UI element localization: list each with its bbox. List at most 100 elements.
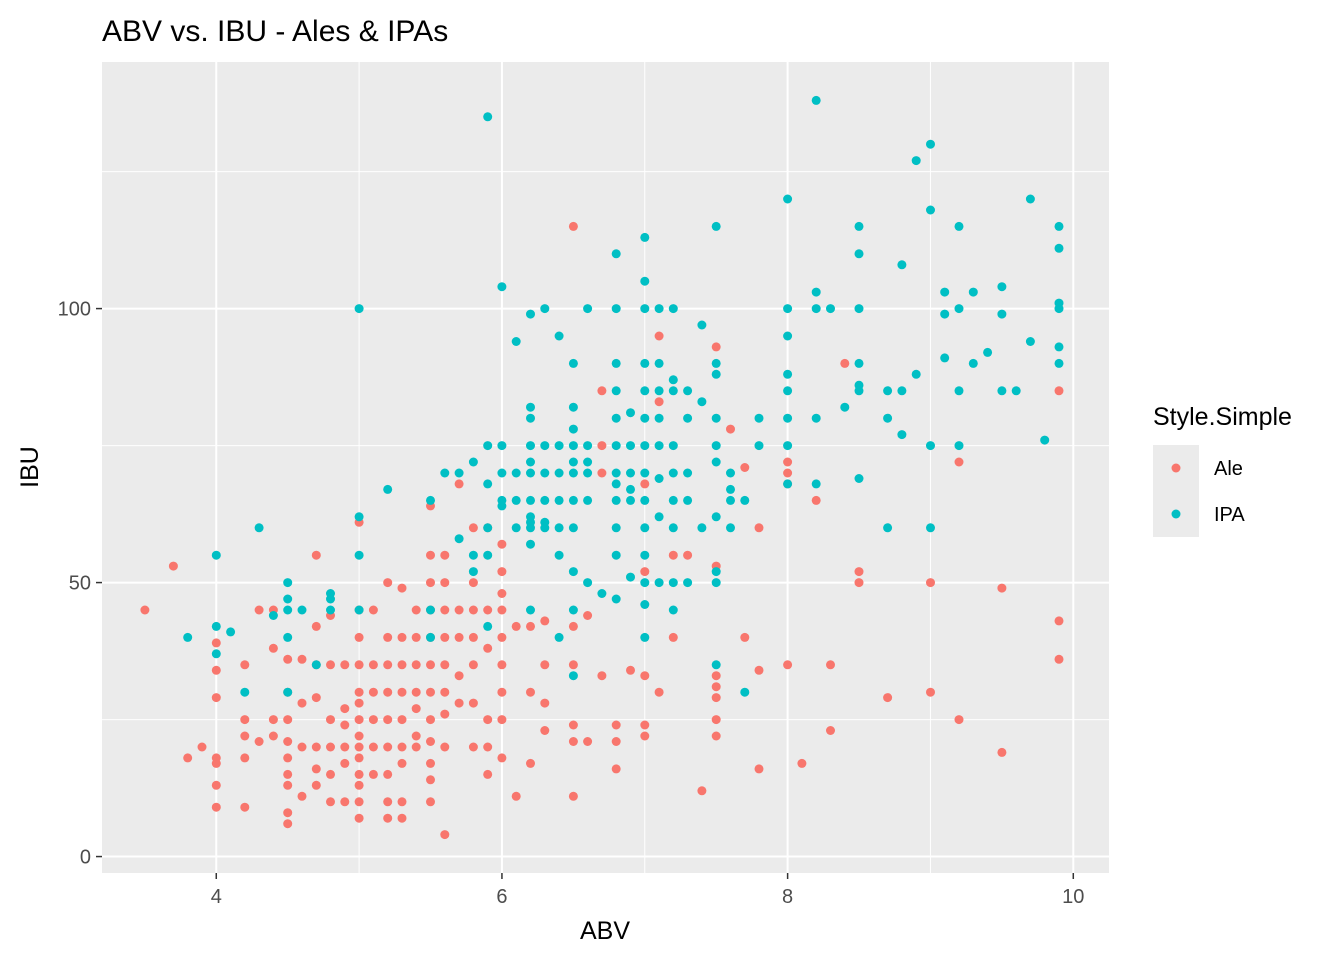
data-point-ipa <box>754 441 764 451</box>
data-point-ipa <box>526 457 535 467</box>
data-point-ale <box>640 567 650 577</box>
data-point-ipa <box>854 304 864 314</box>
data-point-ale <box>440 742 450 752</box>
data-point-ale <box>426 758 435 768</box>
data-point-ipa <box>640 413 650 423</box>
data-point-ipa <box>583 495 593 505</box>
data-point-ale <box>711 682 721 692</box>
data-point-ale <box>568 221 578 231</box>
data-point-ale <box>426 737 435 746</box>
data-point-ipa <box>926 139 935 149</box>
data-point-ipa <box>740 687 750 697</box>
data-point-ipa <box>554 468 564 478</box>
data-point-ipa <box>611 304 621 314</box>
data-point-ipa <box>583 304 593 314</box>
data-point-ipa <box>483 550 493 560</box>
data-point-ale <box>283 808 293 818</box>
data-point-ipa <box>511 468 521 478</box>
data-point-ale <box>268 731 278 741</box>
data-point-ale <box>340 720 350 730</box>
data-point-ale <box>283 715 293 725</box>
data-point-ipa <box>483 523 493 533</box>
data-point-ipa <box>568 605 578 615</box>
data-point-ale <box>354 632 364 642</box>
data-point-ipa <box>354 605 364 615</box>
data-point-ale <box>997 747 1007 757</box>
data-point-ipa <box>668 375 678 385</box>
data-point-ale <box>440 709 450 719</box>
data-point-ipa <box>511 523 521 533</box>
data-point-ipa <box>526 539 535 549</box>
data-point-ipa <box>626 572 635 582</box>
data-point-ale <box>254 605 264 615</box>
data-point-ale <box>211 665 221 675</box>
data-point-ale <box>540 726 550 735</box>
data-point-ale <box>540 698 550 708</box>
data-point-ale <box>954 457 964 467</box>
data-point-ale <box>383 578 393 588</box>
x-tick-label: 10 <box>1062 886 1084 908</box>
data-point-ipa <box>354 304 364 314</box>
y-tick-label: 0 <box>80 847 91 869</box>
data-point-ale <box>168 561 178 571</box>
data-point-ale <box>397 660 407 670</box>
data-point-ale <box>368 769 378 779</box>
data-point-ale <box>726 424 735 434</box>
data-point-ipa <box>1054 304 1064 314</box>
data-point-ale <box>654 397 664 407</box>
data-point-ipa <box>468 457 478 467</box>
data-point-ale <box>440 578 450 588</box>
data-point-ipa <box>826 304 835 314</box>
data-point-ipa <box>640 232 650 242</box>
data-point-ipa <box>697 397 707 407</box>
data-point-ale <box>211 638 221 648</box>
data-point-ale <box>397 758 407 768</box>
data-point-ale <box>383 715 393 725</box>
data-point-ale <box>711 731 721 741</box>
data-point-ipa <box>997 309 1007 319</box>
data-point-ipa <box>526 413 535 423</box>
data-point-ipa <box>283 594 293 604</box>
data-point-ale <box>297 742 307 752</box>
data-point-ale <box>268 715 278 725</box>
data-point-ipa <box>911 156 921 166</box>
data-point-ipa <box>811 95 821 105</box>
data-point-ipa <box>783 331 793 341</box>
data-point-ale <box>1054 654 1064 664</box>
data-point-ale <box>597 671 607 681</box>
data-point-ale <box>311 764 321 774</box>
data-point-ipa <box>640 632 650 642</box>
data-point-ale <box>354 813 364 823</box>
data-point-ale <box>626 665 635 675</box>
data-point-ale <box>311 550 321 560</box>
data-point-ale <box>526 687 535 697</box>
data-point-ipa <box>311 660 321 670</box>
data-point-ipa <box>1054 221 1064 231</box>
data-point-ale <box>211 758 221 768</box>
data-point-ipa <box>654 358 664 368</box>
data-point-ale <box>268 643 278 653</box>
data-point-ipa <box>526 402 535 412</box>
data-point-ale <box>583 611 593 620</box>
data-point-ipa <box>583 457 593 467</box>
data-point-ipa <box>654 441 664 451</box>
data-point-ipa <box>611 249 621 259</box>
data-point-ipa <box>668 605 678 615</box>
data-point-ipa <box>554 523 564 533</box>
legend-label-ipa: IPA <box>1214 504 1245 526</box>
data-point-ipa <box>483 479 493 489</box>
data-point-ipa <box>783 479 793 489</box>
data-point-ale <box>611 720 621 730</box>
data-point-ale <box>426 660 435 670</box>
legend-swatch-ale <box>1171 463 1181 473</box>
data-point-ale <box>383 813 393 823</box>
data-point-ipa <box>540 495 550 505</box>
data-point-ale <box>826 660 835 670</box>
data-point-ipa <box>1025 337 1035 346</box>
data-point-ale <box>711 715 721 725</box>
data-point-ipa <box>454 534 464 544</box>
data-point-ale <box>426 797 435 807</box>
data-point-ipa <box>611 523 621 533</box>
data-point-ipa <box>611 468 621 478</box>
data-point-ale <box>354 698 364 708</box>
